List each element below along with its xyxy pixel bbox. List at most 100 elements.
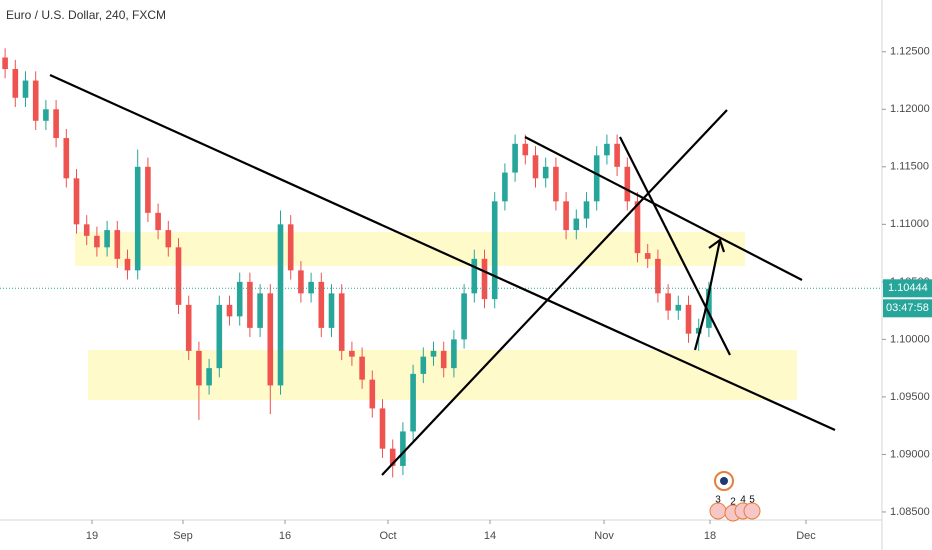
candle-body <box>685 304 692 334</box>
candle-body <box>695 327 702 334</box>
y-tick-label: 1.12000 <box>890 103 930 115</box>
candles <box>0 48 882 478</box>
candle-body <box>165 230 172 248</box>
candle-body <box>420 356 427 374</box>
x-tick-label: Nov <box>594 530 614 542</box>
candle-body <box>94 235 100 248</box>
candle-body <box>604 143 610 156</box>
candle-body <box>532 155 539 179</box>
candle-body <box>308 281 314 294</box>
candle-body <box>634 201 641 254</box>
candle-body <box>12 69 19 98</box>
event-label: 2 <box>730 497 736 508</box>
y-tick-label: 1.09000 <box>890 448 930 460</box>
candle-body <box>502 172 508 202</box>
candle-body <box>22 80 29 98</box>
event-icon <box>743 502 761 520</box>
candle-body <box>471 258 478 294</box>
y-tick-label: 1.09500 <box>890 391 930 403</box>
candle-body <box>624 166 631 202</box>
y-tick-label: 1.10000 <box>890 333 930 345</box>
y-tick-label: 1.11500 <box>890 161 929 173</box>
candle-body <box>83 224 90 236</box>
candle-body <box>145 166 151 213</box>
candle-body <box>155 212 161 231</box>
candle-body <box>430 350 437 357</box>
candle-body <box>206 368 212 386</box>
candle-body <box>134 166 141 271</box>
candle-body <box>328 293 335 328</box>
candle-body <box>349 350 355 357</box>
candle-body <box>287 224 294 271</box>
x-tick-label: 14 <box>484 530 496 542</box>
candle-body <box>410 373 416 432</box>
x-tick-label: 19 <box>86 530 98 542</box>
trendline <box>524 136 803 281</box>
candle-body <box>379 408 386 449</box>
candle-body <box>583 201 590 219</box>
candle-body <box>175 247 182 305</box>
candle-body <box>359 356 365 380</box>
candle-body <box>43 109 49 121</box>
x-tick-label: Oct <box>379 530 396 542</box>
candle-body <box>706 288 712 328</box>
candle-body <box>644 253 651 259</box>
trendline <box>49 73 836 432</box>
candle-body <box>226 304 233 317</box>
event-label: 5 <box>749 495 755 506</box>
candle-body <box>655 258 661 294</box>
candle-body <box>369 379 376 409</box>
candle-body <box>32 80 39 121</box>
candle-body <box>389 448 396 466</box>
x-tick-label: 16 <box>279 530 291 542</box>
candle-body <box>114 230 121 259</box>
event-label: 4 <box>740 495 746 506</box>
arrow <box>693 239 722 351</box>
x-tick-label: 18 <box>704 530 716 542</box>
price-label-box <box>883 279 932 298</box>
axes: 1.085001.090001.095001.100001.105001.110… <box>86 46 932 542</box>
chart-title: Euro / U.S. Dollar, 240, FXCM <box>6 8 166 22</box>
candle-body <box>461 293 467 340</box>
candle-body <box>318 281 325 328</box>
arrow-head <box>708 238 726 253</box>
candle-body <box>53 109 59 139</box>
candle-body <box>593 155 600 202</box>
candle-body <box>451 339 457 369</box>
candle-body <box>400 431 406 466</box>
candle-body <box>675 304 682 311</box>
candle-body <box>665 293 671 311</box>
candle-body <box>614 143 620 167</box>
x-tick-label: Dec <box>796 530 816 542</box>
drawings <box>49 73 836 476</box>
candle-body <box>512 143 518 173</box>
candle-body <box>104 230 110 248</box>
candle-body <box>185 304 192 351</box>
candle-body <box>2 57 8 70</box>
candle-body <box>440 350 447 369</box>
candle-body <box>236 281 243 317</box>
candle-body <box>247 281 253 328</box>
price-label: 1.10444 <box>888 282 928 294</box>
candle-body <box>553 166 559 202</box>
y-tick-label: 1.12500 <box>890 46 930 58</box>
y-tick-label: 1.08500 <box>890 506 930 518</box>
candle-body <box>481 258 488 300</box>
candle-body <box>257 293 263 328</box>
candle-body <box>491 201 498 300</box>
candle-body <box>196 350 202 386</box>
trendline <box>619 136 731 356</box>
event-label: 3 <box>715 495 721 506</box>
candle-body <box>267 293 274 386</box>
candle-body <box>63 138 70 179</box>
x-tick-label: Sep <box>173 530 193 542</box>
candle-body <box>298 270 304 294</box>
event-icon <box>720 477 728 485</box>
trendline <box>381 109 728 476</box>
y-tick-label: 1.11000 <box>890 218 929 230</box>
candle-body <box>338 293 345 351</box>
